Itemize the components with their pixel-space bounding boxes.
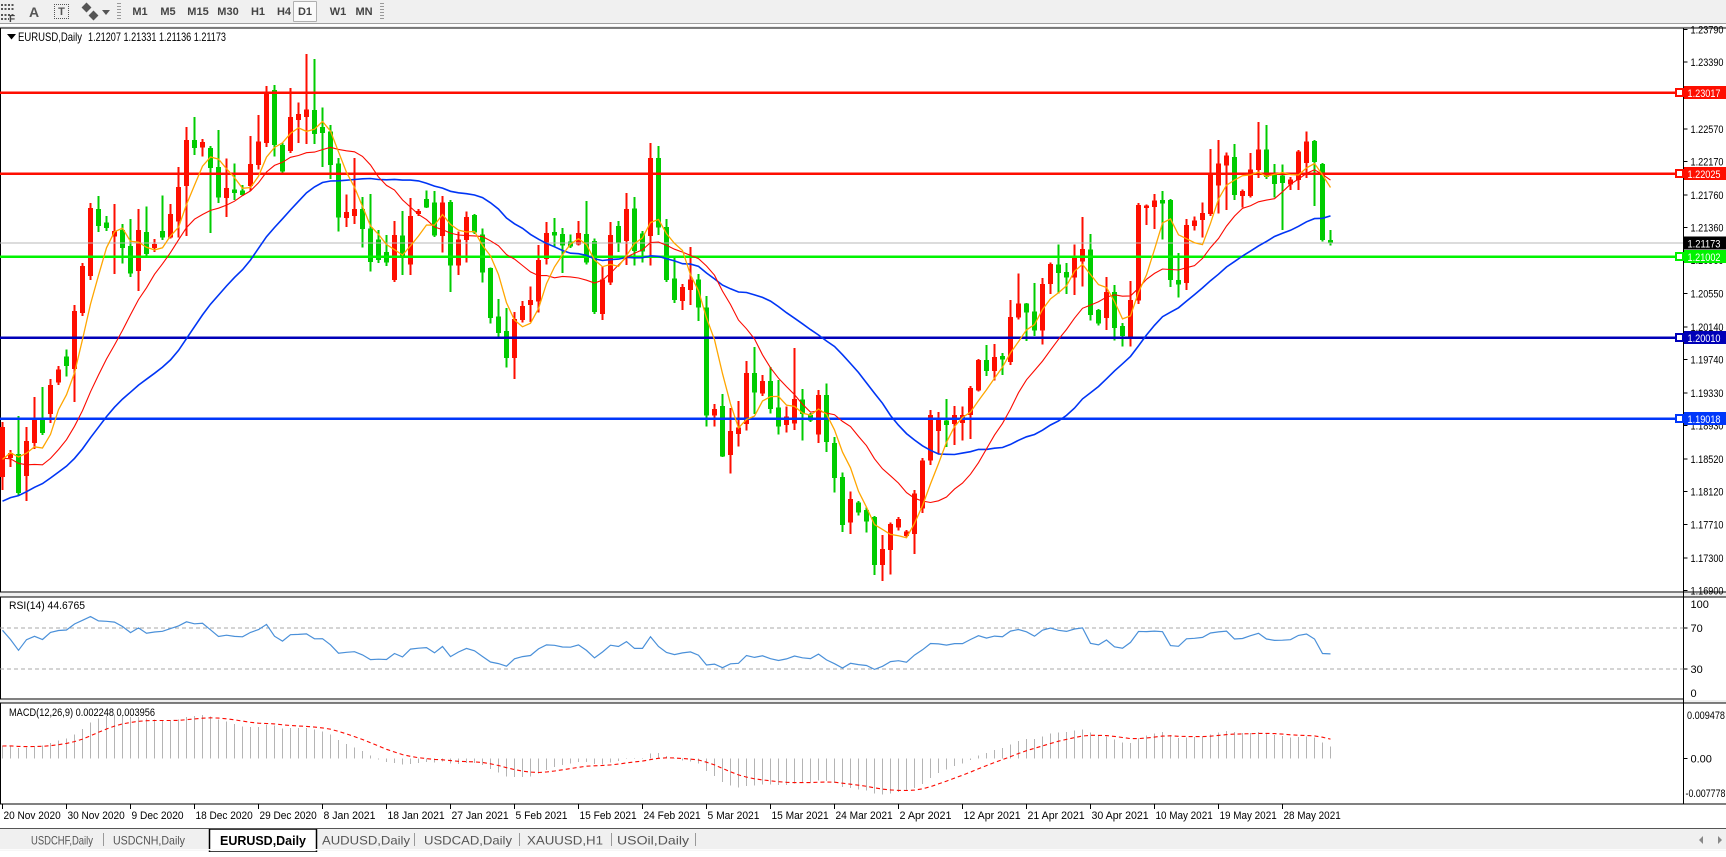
svg-text:1.23390: 1.23390: [1691, 57, 1724, 69]
svg-text:1.16900: 1.16900: [1691, 586, 1724, 598]
svg-text:1.22170: 1.22170: [1691, 157, 1724, 169]
svg-text:1.20140: 1.20140: [1691, 322, 1724, 334]
svg-text:RSI(14) 44.6765: RSI(14) 44.6765: [9, 600, 85, 612]
svg-text:AUDUSD,Daily: AUDUSD,Daily: [322, 834, 410, 848]
svg-text:70: 70: [1691, 623, 1703, 635]
svg-text:20 Nov 2020: 20 Nov 2020: [4, 810, 61, 822]
svg-text:EURUSD,Daily: EURUSD,Daily: [18, 30, 82, 44]
svg-text:1.19018: 1.19018: [1688, 414, 1721, 426]
svg-text:27 Jan 2021: 27 Jan 2021: [452, 810, 509, 822]
svg-text:F: F: [9, 14, 15, 22]
svg-text:29 Dec 2020: 29 Dec 2020: [260, 810, 317, 822]
svg-text:1.17710: 1.17710: [1691, 520, 1724, 532]
svg-text:19 May 2021: 19 May 2021: [1220, 810, 1277, 822]
svg-text:5 Feb 2021: 5 Feb 2021: [516, 810, 568, 822]
svg-text:1.21173: 1.21173: [1688, 239, 1721, 251]
svg-text:18 Jan 2021: 18 Jan 2021: [388, 810, 445, 822]
svg-text:8 Jan 2021: 8 Jan 2021: [324, 810, 376, 822]
svg-text:EURUSD,Daily: EURUSD,Daily: [220, 834, 306, 848]
svg-text:2 Apr 2021: 2 Apr 2021: [900, 810, 952, 822]
svg-text:-0.007778: -0.007778: [1686, 788, 1726, 800]
svg-text:USDCNH,Daily: USDCNH,Daily: [113, 834, 185, 848]
svg-text:28 May 2021: 28 May 2021: [1284, 810, 1341, 822]
svg-text:1.23017: 1.23017: [1688, 88, 1721, 100]
svg-text:12 Apr 2021: 12 Apr 2021: [964, 810, 1021, 822]
svg-text:1.21002: 1.21002: [1688, 252, 1721, 264]
svg-text:1.21760: 1.21760: [1691, 190, 1724, 202]
svg-text:0.009478: 0.009478: [1687, 710, 1725, 722]
svg-text:30 Apr 2021: 30 Apr 2021: [1092, 810, 1149, 822]
svg-text:1.21360: 1.21360: [1691, 223, 1724, 235]
svg-text:18 Dec 2020: 18 Dec 2020: [196, 810, 253, 822]
svg-text:1.21207 1.21331 1.21136 1.2117: 1.21207 1.21331 1.21136 1.21173: [88, 30, 226, 44]
svg-text:1.20550: 1.20550: [1691, 288, 1724, 300]
svg-text:15 Mar 2021: 15 Mar 2021: [772, 810, 829, 822]
svg-text:0.00: 0.00: [1691, 753, 1712, 765]
svg-text:1.19330: 1.19330: [1691, 388, 1724, 400]
svg-text:USOil,Daily: USOil,Daily: [617, 834, 689, 848]
svg-text:21 Apr 2021: 21 Apr 2021: [1028, 810, 1085, 822]
svg-text:15 Feb 2021: 15 Feb 2021: [580, 810, 637, 822]
svg-text:100: 100: [1691, 599, 1709, 611]
svg-text:10 May 2021: 10 May 2021: [1156, 810, 1213, 822]
svg-text:USDCHF,Daily: USDCHF,Daily: [31, 834, 93, 848]
svg-text:1.22025: 1.22025: [1688, 169, 1721, 181]
svg-text:1.17300: 1.17300: [1691, 553, 1724, 565]
svg-text:5 Mar 2021: 5 Mar 2021: [708, 810, 760, 822]
svg-text:30 Nov 2020: 30 Nov 2020: [68, 810, 125, 822]
svg-text:MACD(12,26,9) 0.002248 0.00395: MACD(12,26,9) 0.002248 0.003956: [9, 707, 155, 719]
svg-text:0: 0: [1691, 688, 1697, 700]
svg-text:XAUUSD,H1: XAUUSD,H1: [527, 834, 603, 848]
svg-text:30: 30: [1691, 664, 1703, 676]
svg-text:24 Mar 2021: 24 Mar 2021: [836, 810, 893, 822]
svg-text:24 Feb 2021: 24 Feb 2021: [644, 810, 701, 822]
svg-text:1.23790: 1.23790: [1691, 25, 1724, 37]
svg-text:1.22570: 1.22570: [1691, 124, 1724, 136]
svg-text:1.20010: 1.20010: [1688, 333, 1721, 345]
svg-text:USDCAD,Daily: USDCAD,Daily: [424, 834, 512, 848]
svg-text:9 Dec 2020: 9 Dec 2020: [132, 810, 184, 822]
svg-text:1.18520: 1.18520: [1691, 454, 1724, 466]
svg-text:1.19740: 1.19740: [1691, 354, 1724, 366]
svg-text:1.18120: 1.18120: [1691, 486, 1724, 498]
